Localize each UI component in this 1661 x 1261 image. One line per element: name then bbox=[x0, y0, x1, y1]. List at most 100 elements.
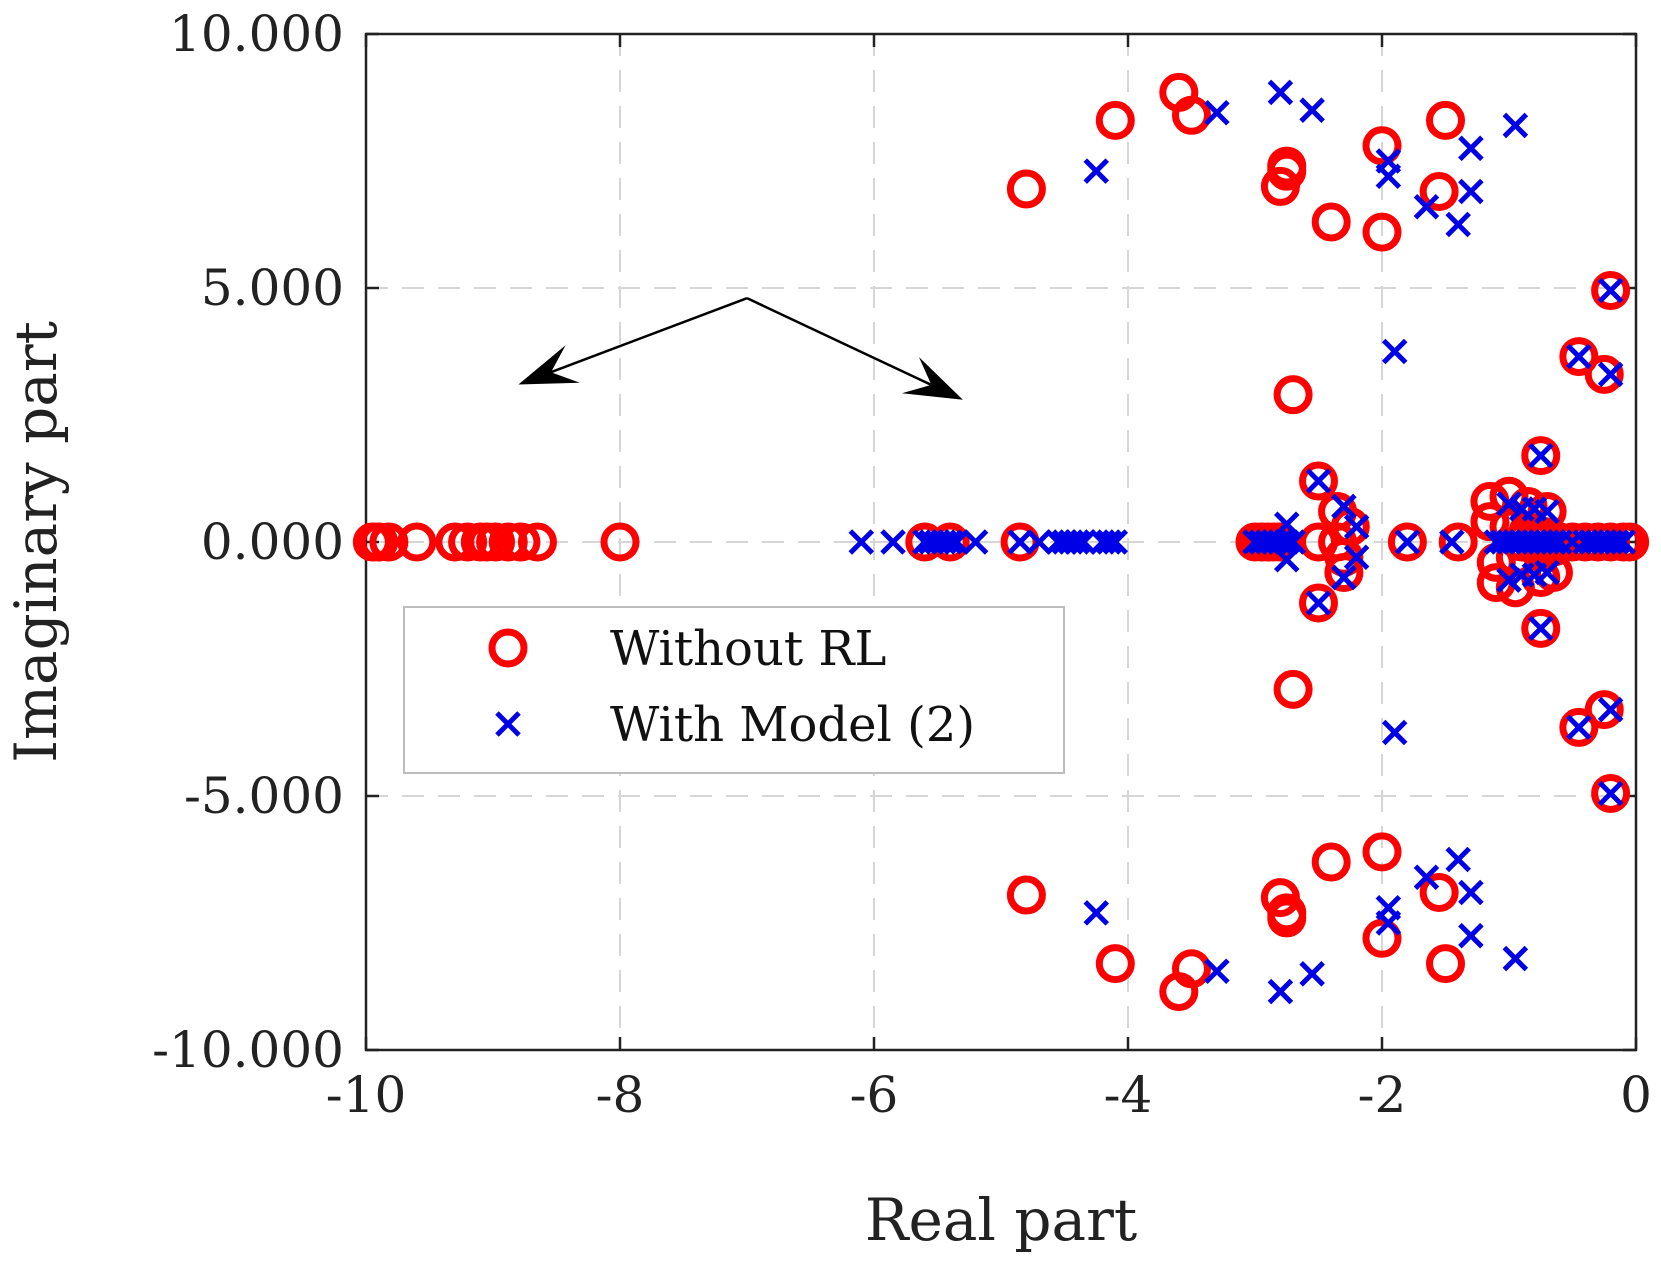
cross-stroke bbox=[1204, 958, 1230, 985]
data-point-with-model bbox=[880, 529, 906, 555]
data-point-with-model bbox=[1439, 529, 1465, 555]
data-point-without-rl bbox=[1172, 949, 1211, 989]
data-point-with-model bbox=[1083, 900, 1110, 926]
cross-stroke bbox=[1343, 544, 1370, 571]
data-point-without-rl bbox=[1426, 944, 1465, 984]
cross-stroke bbox=[1299, 961, 1325, 987]
data-point-without-rl bbox=[476, 522, 516, 562]
data-point-with-model bbox=[1331, 564, 1357, 591]
cross-stroke bbox=[1566, 343, 1592, 370]
data-point-without-rl bbox=[1584, 690, 1624, 730]
data-point-without-rl bbox=[1584, 354, 1624, 394]
data-point-with-model bbox=[1458, 922, 1484, 949]
cross-stroke bbox=[1381, 719, 1408, 746]
data-point-with-model bbox=[962, 529, 989, 555]
cross-stroke bbox=[1083, 158, 1110, 184]
data-point-with-model bbox=[1534, 559, 1560, 586]
y-tick-label: 0.000 bbox=[201, 513, 344, 571]
data-point-with-model bbox=[1502, 112, 1529, 139]
cross-stroke bbox=[1527, 615, 1554, 642]
x-tick-label: -10 bbox=[326, 1066, 407, 1124]
data-point-with-model bbox=[1083, 158, 1110, 184]
data-point-without-rl bbox=[1299, 461, 1338, 501]
data-point-with-model bbox=[1102, 529, 1129, 555]
data-point-with-model bbox=[1534, 498, 1560, 525]
cross-stroke bbox=[1331, 493, 1357, 520]
data-point-without-rl bbox=[1299, 583, 1338, 623]
data-point-without-rl bbox=[1311, 842, 1351, 882]
cross-stroke bbox=[1439, 529, 1465, 555]
cross-stroke bbox=[1375, 894, 1402, 921]
data-point-with-model bbox=[1070, 529, 1097, 555]
data-point-with-model bbox=[1527, 442, 1554, 469]
data-point-with-model bbox=[1305, 590, 1332, 616]
data-point-with-model bbox=[1305, 468, 1332, 494]
data-point-with-model bbox=[1394, 529, 1421, 555]
data-point-without-rl bbox=[1273, 375, 1313, 415]
cross-stroke bbox=[1375, 163, 1402, 190]
data-point-without-rl bbox=[1362, 832, 1402, 872]
cross-stroke bbox=[1299, 97, 1325, 123]
cross-stroke bbox=[1597, 696, 1624, 723]
y-tick-label: 10.000 bbox=[169, 5, 344, 63]
cross-stroke bbox=[1445, 211, 1471, 238]
data-point-with-model bbox=[1299, 97, 1325, 123]
data-point-without-rl bbox=[501, 522, 541, 562]
cross-stroke bbox=[1394, 529, 1421, 555]
data-point-with-model bbox=[1597, 696, 1624, 723]
cross-stroke bbox=[1534, 559, 1560, 586]
data-point-without-rl bbox=[1006, 169, 1046, 209]
data-point-without-rl bbox=[1559, 337, 1599, 377]
data-point-without-rl bbox=[1591, 773, 1631, 813]
data-point-with-model bbox=[1026, 529, 1052, 555]
annotation-arrow-head bbox=[901, 357, 963, 400]
data-point-without-rl bbox=[600, 522, 640, 562]
y-tick-label: -10.000 bbox=[152, 1021, 344, 1079]
data-point-without-rl bbox=[1521, 436, 1561, 476]
data-point-with-model bbox=[1343, 544, 1370, 571]
data-point-without-rl bbox=[1362, 126, 1402, 166]
legend-circle-marker bbox=[488, 628, 528, 668]
cross-stroke bbox=[1267, 978, 1294, 1005]
data-point-with-model bbox=[1096, 529, 1122, 555]
annotation-arrows bbox=[518, 296, 963, 400]
data-point-with-model bbox=[1280, 529, 1306, 555]
legend-cross-glyph bbox=[495, 711, 521, 737]
cross-stroke bbox=[1083, 900, 1110, 926]
data-point-with-model bbox=[1566, 714, 1592, 741]
cross-stroke bbox=[1102, 529, 1129, 555]
data-point-with-model bbox=[1604, 529, 1630, 555]
cross-stroke bbox=[1331, 564, 1357, 591]
cross-stroke bbox=[1305, 590, 1332, 616]
cross-stroke bbox=[1527, 442, 1554, 469]
y-axis-tick-labels: 10.000 5.000 0.000 -5.000 -10.000 bbox=[152, 5, 344, 1079]
cross-stroke bbox=[1096, 529, 1122, 555]
data-point-without-rl bbox=[1419, 873, 1459, 913]
data-point-with-model bbox=[1540, 529, 1567, 555]
cross-stroke bbox=[1597, 277, 1624, 304]
cross-stroke bbox=[1204, 99, 1230, 126]
cross-stroke bbox=[1064, 529, 1090, 555]
data-point-without-rl bbox=[1362, 212, 1402, 252]
data-point-without-rl bbox=[1318, 522, 1358, 562]
data-point-with-model bbox=[1267, 79, 1294, 106]
cross-stroke bbox=[1413, 193, 1440, 220]
cross-stroke bbox=[1610, 529, 1637, 555]
data-point-with-model bbox=[1375, 163, 1402, 190]
data-point-with-model bbox=[1458, 879, 1484, 906]
data-point-without-rl bbox=[1426, 100, 1465, 140]
data-point-without-rl bbox=[1521, 608, 1561, 648]
y-tick-label: -5.000 bbox=[184, 767, 344, 825]
cross-stroke bbox=[1280, 529, 1306, 555]
y-axis-title: Imaginary part bbox=[2, 321, 70, 763]
annotation-arrow-shaft bbox=[550, 296, 748, 374]
cross-stroke bbox=[1273, 511, 1300, 537]
legend: Without RL With Model (2) bbox=[403, 606, 1065, 774]
cross-stroke bbox=[1597, 361, 1624, 388]
data-point-without-rl bbox=[1095, 100, 1135, 140]
cross-stroke bbox=[848, 529, 875, 555]
cross-stroke bbox=[1007, 529, 1033, 555]
cross-stroke bbox=[937, 529, 963, 555]
data-point-with-model bbox=[1204, 99, 1230, 126]
